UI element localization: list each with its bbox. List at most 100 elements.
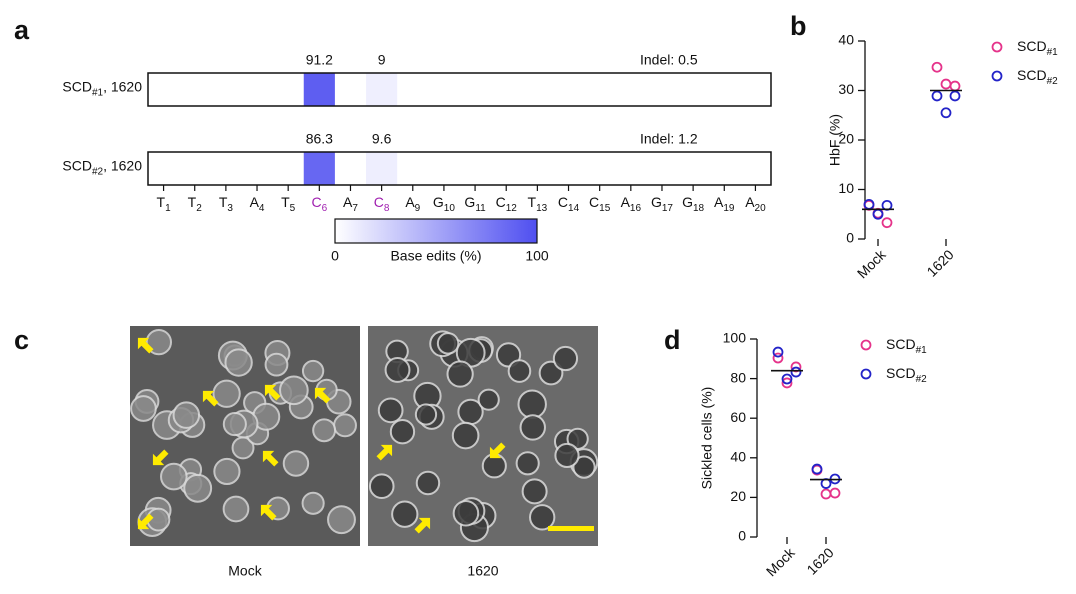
y-tick-label: 10: [838, 180, 854, 196]
value-label: 9: [378, 52, 386, 68]
position-label: T5: [281, 194, 296, 214]
position-label: A16: [621, 194, 642, 214]
y-tick-label: 60: [730, 409, 746, 425]
row-label: SCD#2, 1620: [62, 157, 142, 177]
cell: [554, 442, 580, 469]
cell: [172, 401, 201, 429]
arrow: [314, 387, 331, 404]
y-tick-label: 100: [723, 330, 747, 346]
subscript: 9: [415, 203, 421, 214]
legend-label: SCD#1: [886, 336, 927, 356]
cell: [327, 505, 356, 535]
position-label: C12: [496, 194, 518, 214]
cell: [160, 462, 188, 491]
cell: [213, 457, 241, 486]
position-label: T3: [219, 194, 234, 214]
cell: [389, 419, 416, 445]
text-part: A: [745, 194, 755, 210]
position-label: A20: [745, 194, 766, 214]
y-tick-label: 20: [730, 488, 746, 504]
x-tick-label: 1620: [803, 544, 836, 577]
text-part: T: [157, 194, 166, 210]
subscript: 12: [506, 203, 518, 214]
text-part: T: [528, 194, 537, 210]
arrow: [137, 513, 154, 530]
y-axis-label: HbF (%): [827, 114, 843, 166]
value-label: 9.6: [372, 131, 392, 147]
cell: [517, 389, 547, 419]
colorbar-label: Base edits (%): [390, 248, 481, 264]
subscript: #1: [1047, 47, 1059, 58]
heat-cell: [366, 73, 398, 106]
position-label: G11: [464, 194, 486, 214]
value-label: 91.2: [306, 52, 333, 68]
cell: [222, 412, 247, 437]
text-part: T: [281, 194, 290, 210]
text-part: G: [651, 194, 662, 210]
dot: [940, 78, 952, 90]
y-tick-label: 0: [846, 230, 854, 246]
text-part: A: [405, 194, 415, 210]
text-part: G: [464, 194, 475, 210]
position-label: A4: [250, 194, 265, 214]
y-axis-label: Sickled cells (%): [699, 387, 715, 490]
position-label: C8: [374, 194, 390, 214]
text-part: SCD: [62, 78, 92, 94]
y-tick-label: 40: [730, 449, 746, 465]
subscript: 14: [568, 203, 580, 214]
subscript: 6: [322, 203, 328, 214]
subscript: 4: [259, 203, 265, 214]
dot: [781, 377, 793, 389]
dot: [772, 346, 784, 358]
legend-label: SCD#2: [1017, 67, 1058, 87]
dot: [772, 352, 784, 364]
position-label: A7: [343, 194, 358, 214]
cell: [368, 473, 395, 500]
text-part: T: [219, 194, 228, 210]
cell: [507, 359, 532, 383]
y-tick-label: 20: [838, 131, 854, 147]
y-tick-label: 40: [838, 32, 854, 48]
position-label: C6: [311, 194, 327, 214]
text-part: C: [374, 194, 384, 210]
x-tick-label: 1620: [923, 246, 956, 279]
text-part: G: [682, 194, 693, 210]
arrow: [264, 384, 281, 401]
panel-letter: c: [14, 325, 29, 355]
cell: [391, 500, 419, 528]
subscript: 17: [662, 203, 674, 214]
text-part: C: [311, 194, 321, 210]
cell: [282, 450, 310, 477]
text-part: C: [589, 194, 599, 210]
row-label: SCD#1, 1620: [62, 78, 142, 98]
heat-cell: [303, 152, 335, 185]
cell: [515, 451, 540, 476]
subscript: #2: [916, 374, 928, 385]
cell: [414, 403, 438, 426]
legend-marker: [860, 368, 872, 380]
y-tick-label: 30: [838, 81, 854, 97]
cell: [183, 473, 213, 503]
cell: [279, 375, 309, 406]
cell: [529, 504, 556, 531]
cell: [312, 418, 337, 443]
dot: [940, 107, 952, 119]
cell: [301, 491, 325, 515]
legend-marker: [860, 339, 872, 351]
dot: [820, 488, 832, 500]
heat-cell: [303, 73, 335, 106]
text-part: A: [714, 194, 724, 210]
text-part: C: [496, 194, 506, 210]
dot: [931, 61, 943, 73]
subscript: 13: [536, 203, 548, 214]
cell: [446, 360, 474, 388]
colorbar-tick-label: 0: [331, 248, 339, 264]
cell: [301, 359, 325, 383]
colorbar-tick-label: 100: [525, 248, 549, 264]
cell: [377, 397, 404, 424]
annotation: Indel: 0.5: [640, 52, 698, 68]
text-part: A: [343, 194, 353, 210]
position-label: G17: [651, 194, 673, 214]
subscript: #1: [92, 87, 104, 98]
subscript: #2: [1047, 76, 1059, 87]
